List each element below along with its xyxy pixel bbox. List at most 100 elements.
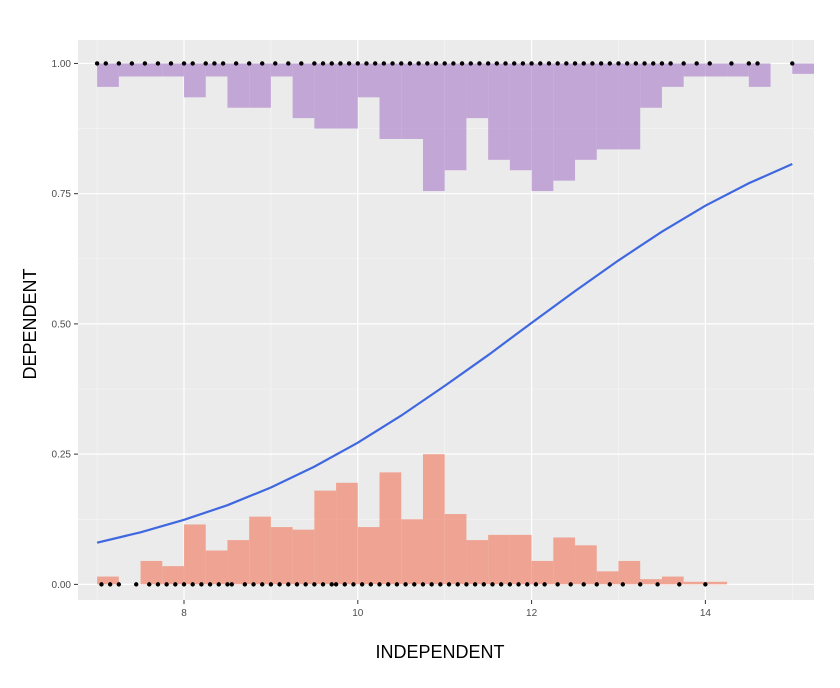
bottom-histogram-bar: [357, 527, 380, 585]
fitted-curve-group: [96, 162, 793, 544]
bottom-histogram: [97, 454, 728, 585]
x-tick-label: 8: [181, 608, 187, 619]
top-histogram-bar: [97, 63, 119, 87]
data-point-y1: [168, 61, 174, 66]
data-point-y0: [568, 582, 573, 587]
data-point-y1: [590, 61, 595, 66]
data-point-y0: [420, 582, 426, 587]
data-point-y0: [490, 582, 495, 587]
data-point-y1: [755, 61, 760, 66]
top-histogram-bar: [596, 63, 619, 150]
top-histogram-bar: [792, 63, 814, 74]
data-point-y1: [155, 61, 161, 66]
top-histogram-bar: [466, 63, 489, 119]
data-point-y1: [233, 61, 239, 66]
data-point-y0: [216, 582, 221, 587]
data-point-y0: [147, 582, 152, 587]
top-histogram-bar: [205, 63, 228, 77]
data-point-y1: [390, 61, 395, 66]
bottom-histogram-bar: [575, 545, 597, 585]
data-point-y0: [199, 582, 204, 587]
data-point-y0: [229, 582, 235, 587]
bottom-histogram-bar: [336, 482, 358, 585]
top-histogram-bar: [705, 63, 728, 77]
data-point-y1: [442, 61, 447, 66]
data-point-y0: [342, 582, 347, 587]
data-point-y0: [607, 582, 612, 587]
data-point-y1: [468, 61, 473, 66]
data-point-y0: [677, 582, 682, 587]
data-point-y1: [624, 61, 630, 66]
data-point-y0: [555, 582, 560, 587]
data-point-y1: [433, 61, 439, 66]
data-point-y0: [134, 582, 139, 587]
data-point-y1: [212, 61, 217, 66]
data-point-y1: [607, 61, 612, 66]
data-point-y1: [538, 61, 543, 66]
data-point-y1: [555, 61, 560, 66]
data-point-y0: [359, 582, 365, 587]
data-point-y0: [116, 582, 122, 587]
top-histogram-bar: [444, 63, 467, 171]
data-point-y1: [329, 61, 334, 66]
top-histogram: [97, 63, 814, 192]
bottom-histogram-bar: [401, 519, 423, 585]
data-point-y0: [594, 582, 599, 587]
top-histogram-bar: [162, 63, 185, 77]
top-histogram-bar: [640, 63, 662, 108]
rug-points: [94, 61, 795, 587]
data-point-y0: [207, 582, 213, 587]
data-point-y1: [512, 61, 517, 66]
data-point-y1: [451, 61, 456, 66]
y-axis-title: DEPENDENT: [20, 268, 40, 379]
data-point-y0: [638, 582, 643, 587]
data-point-y0: [394, 582, 400, 587]
bottom-histogram-bar: [683, 581, 706, 585]
data-point-y1: [273, 61, 278, 66]
bottom-histogram-bar: [140, 560, 163, 585]
data-point-y1: [520, 61, 526, 66]
data-point-y0: [333, 582, 339, 587]
data-point-y1: [707, 61, 712, 66]
data-point-y0: [320, 582, 326, 587]
data-point-y0: [286, 582, 291, 587]
bottom-histogram-bar: [270, 527, 293, 585]
bottom-histogram-bar: [661, 576, 684, 585]
data-point-y0: [438, 582, 443, 587]
data-point-y0: [303, 582, 308, 587]
data-point-y1: [668, 61, 673, 66]
data-point-y1: [642, 61, 647, 66]
fitted-curve: [96, 162, 793, 544]
top-histogram-bar: [336, 63, 358, 129]
data-point-y0: [312, 582, 317, 587]
data-point-y1: [103, 61, 109, 66]
bottom-histogram-bar: [553, 537, 576, 585]
data-point-y0: [386, 582, 391, 587]
top-histogram-bar: [118, 63, 141, 77]
top-histogram-bar: [488, 63, 510, 160]
data-point-y1: [142, 61, 148, 66]
data-point-y0: [155, 582, 161, 587]
top-histogram-bar: [270, 63, 293, 77]
top-histogram-bar: [227, 63, 250, 108]
data-point-y1: [129, 61, 135, 66]
bottom-histogram-bar: [488, 534, 510, 585]
data-point-y1: [503, 61, 508, 66]
data-point-y0: [403, 582, 408, 587]
data-point-y1: [425, 61, 430, 66]
data-point-y0: [507, 582, 513, 587]
top-histogram-bar: [748, 63, 771, 87]
data-point-y0: [455, 582, 460, 587]
data-point-y1: [477, 61, 482, 66]
data-point-y1: [651, 61, 656, 66]
bottom-histogram-bar: [379, 472, 402, 585]
data-point-y0: [242, 582, 248, 587]
bottom-histogram-bar: [466, 540, 489, 585]
x-tick-label: 12: [526, 608, 538, 619]
bottom-histogram-bar: [640, 579, 662, 585]
bottom-histogram-bar: [292, 529, 315, 585]
bottom-histogram-bar: [705, 581, 728, 585]
data-point-y0: [542, 582, 547, 587]
data-point-y1: [659, 61, 665, 66]
data-point-y1: [246, 61, 252, 66]
